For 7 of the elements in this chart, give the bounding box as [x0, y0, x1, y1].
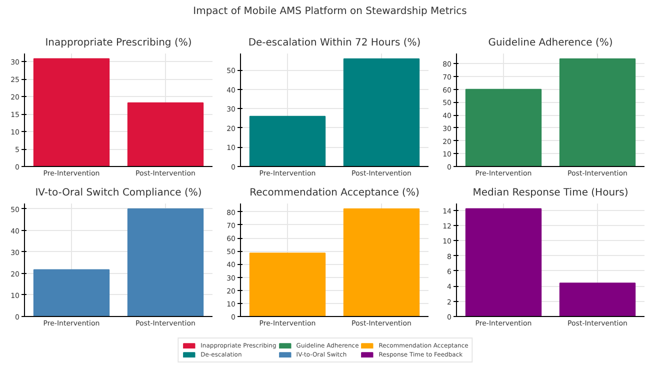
chart-title: Guideline Adherence (%): [488, 38, 613, 48]
chart-title: Recommendation Acceptance (%): [250, 188, 420, 198]
chart-title: Median Response Time (Hours): [472, 188, 628, 198]
chart-title: Inappropriate Prescribing (%): [45, 38, 192, 48]
chart-title: IV-to-Oral Switch Compliance (%): [35, 188, 202, 198]
chart-title: De-escalation Within 72 Hours (%): [248, 38, 421, 48]
text: Impact of Mobile AMS Platform on Stewardship Metrics: [193, 5, 467, 19]
